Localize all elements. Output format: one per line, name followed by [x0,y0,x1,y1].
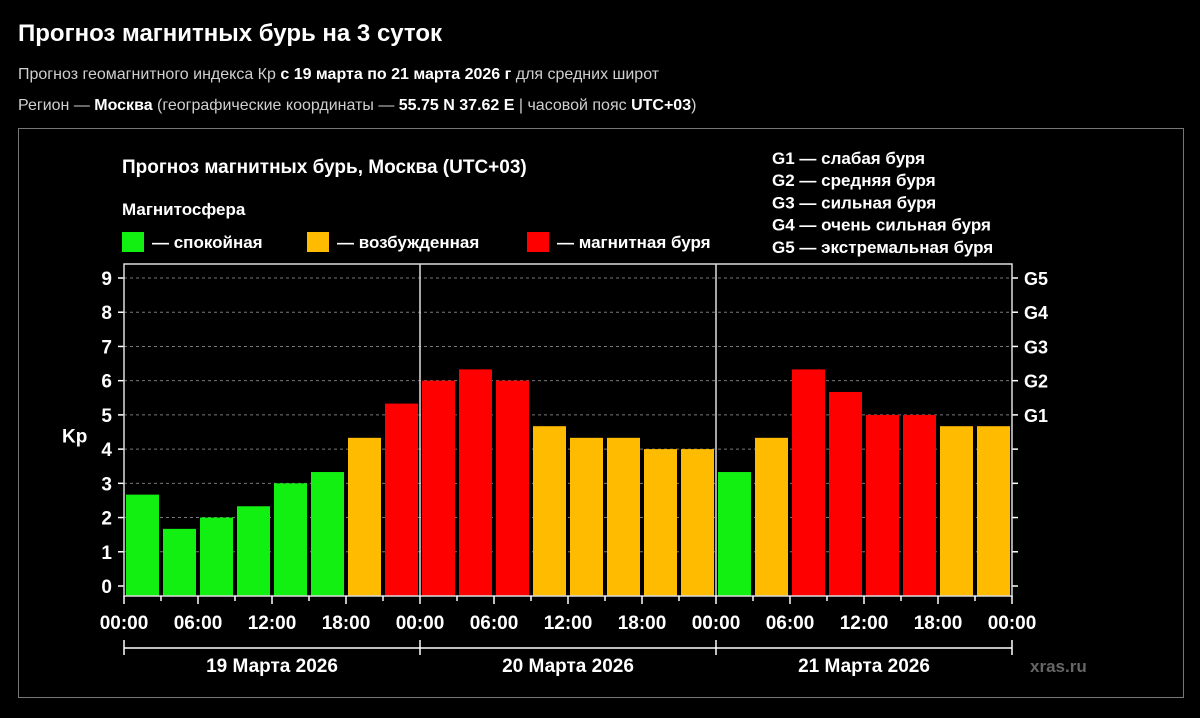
kp-bar [237,506,270,596]
kp-bar [829,391,862,596]
x-tick-label: 06:00 [470,613,519,634]
y-tick-label: 6 [101,372,112,393]
g-level-label: G2 [1024,372,1048,392]
x-tick-label: 18:00 [914,613,963,634]
kp-bar [385,403,418,596]
g-level-label: G4 [1024,303,1048,323]
kp-bar [533,426,566,596]
x-tick-label: 12:00 [544,613,593,634]
x-tick-label: 18:00 [618,613,667,634]
forecast-subtitle: Прогноз геомагнитного индекса Кр с 19 ма… [18,66,660,83]
kp-bar [311,472,344,596]
y-tick-label: 9 [101,269,112,290]
g-scale-item: G1 — слабая буря [772,149,925,168]
y-tick-label: 8 [101,303,112,324]
legend-label: — возбужденная [337,233,479,252]
legend-label: — магнитная буря [557,233,711,252]
day-label: 19 Марта 2026 [206,656,338,677]
g-level-label: G5 [1024,269,1048,289]
y-tick-label: 2 [101,509,112,530]
x-tick-label: 06:00 [174,613,223,634]
kp-bar [274,483,307,596]
g-level-label: G3 [1024,337,1048,357]
kp-bar [459,369,492,596]
x-tick-label: 00:00 [988,613,1037,634]
kp-bar [496,380,529,596]
kp-bar [126,494,159,596]
kp-bar [681,449,714,596]
kp-bar [718,472,751,596]
day-label: 21 Марта 2026 [798,656,930,677]
y-tick-label: 5 [101,406,112,427]
g-scale-item: G5 — экстремальная буря [772,238,993,257]
g-level-label: G1 [1024,406,1048,426]
legend-swatch [307,232,329,252]
kp-bar [866,414,899,596]
kp-bar [607,437,640,596]
x-tick-label: 00:00 [692,613,741,634]
kp-bar [200,517,233,596]
legend-swatch [122,232,144,252]
y-axis-label: Kp [62,426,87,447]
legend-swatch [527,232,549,252]
x-tick-label: 12:00 [840,613,889,634]
kp-bar [163,528,196,596]
kp-bar [977,426,1010,596]
kp-bar [348,437,381,596]
x-tick-label: 06:00 [766,613,815,634]
legend-label: — спокойная [152,233,263,252]
kp-bar [792,369,825,596]
y-tick-label: 0 [101,577,112,598]
y-tick-label: 1 [101,543,112,564]
kp-bar [570,437,603,596]
g-scale-item: G2 — средняя буря [772,171,936,190]
legend-title: Магнитосфера [122,200,246,219]
kp-bar [644,449,677,596]
y-tick-label: 4 [101,440,112,461]
kp-bar [903,414,936,596]
day-label: 20 Марта 2026 [502,656,634,677]
y-tick-label: 3 [101,474,112,495]
kp-bar [940,426,973,596]
y-tick-label: 7 [101,337,112,358]
watermark: xras.ru [1030,657,1087,676]
chart-frame [18,128,1184,698]
kp-bar [422,380,455,596]
g-scale-item: G3 — сильная буря [772,193,936,212]
region-info: Регион — Москва (географические координа… [18,97,697,114]
x-tick-label: 18:00 [322,613,371,634]
x-tick-label: 12:00 [248,613,297,634]
kp-bar [755,437,788,596]
page-title: Прогноз магнитных бурь на 3 суток [18,20,443,47]
x-tick-label: 00:00 [396,613,445,634]
x-tick-label: 00:00 [100,613,149,634]
g-scale-item: G4 — очень сильная буря [772,216,991,235]
chart-title: Прогноз магнитных бурь, Москва (UTC+03) [122,157,527,178]
